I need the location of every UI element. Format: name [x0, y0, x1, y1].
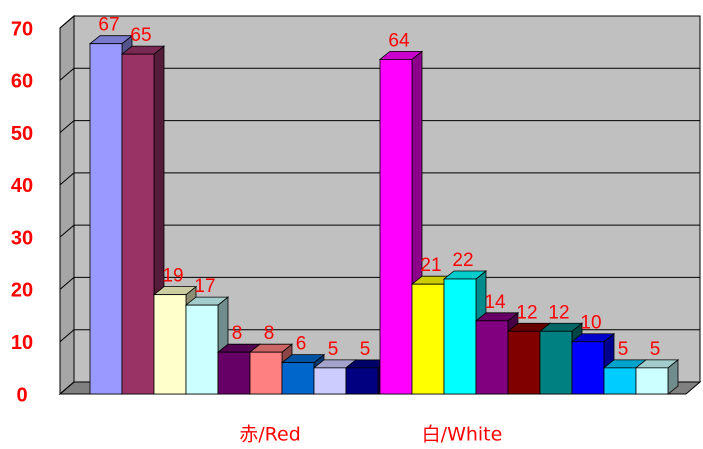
y-tick-label: 0 [16, 384, 27, 406]
bar [507, 330, 541, 395]
bar [635, 367, 669, 395]
bar [379, 58, 413, 395]
y-tick-label: 50 [11, 123, 33, 145]
grid-line [59, 172, 700, 186]
grid-line [59, 224, 700, 238]
value-label: 12 [516, 302, 537, 323]
grid-line [59, 15, 700, 29]
bar [153, 294, 187, 395]
value-label: 5 [328, 339, 339, 360]
y-tick-label: 30 [11, 227, 33, 249]
bar [345, 367, 379, 395]
value-label: 12 [548, 302, 569, 323]
value-label: 14 [484, 292, 506, 313]
bar [249, 351, 283, 395]
bar [411, 283, 445, 395]
bar [475, 320, 509, 395]
value-label: 21 [420, 255, 441, 276]
bar [539, 330, 573, 395]
y-tick-label: 70 [11, 18, 33, 40]
value-label: 22 [452, 250, 473, 271]
value-label: 65 [130, 25, 151, 46]
value-label: 5 [650, 339, 661, 360]
bar [217, 351, 251, 395]
grid-line [59, 67, 700, 81]
side-wall [59, 14, 75, 396]
bar [89, 43, 123, 395]
value-label: 8 [264, 323, 275, 344]
grid-line [59, 276, 700, 290]
value-label: 8 [232, 323, 243, 344]
value-label: 5 [618, 339, 629, 360]
bar [313, 367, 347, 395]
bar [603, 367, 637, 395]
y-tick-label: 10 [11, 332, 33, 354]
value-label: 5 [360, 339, 371, 360]
category-label: 赤/Red [239, 424, 301, 446]
value-label: 17 [194, 276, 215, 297]
bar [571, 341, 605, 395]
bar [281, 362, 315, 395]
y-tick-label: 40 [11, 175, 33, 197]
bar [121, 53, 155, 395]
value-label: 67 [98, 15, 119, 36]
value-label: 19 [162, 266, 183, 287]
y-tick-label: 20 [11, 280, 33, 302]
y-tick-label: 60 [11, 71, 33, 93]
value-label: 64 [388, 30, 410, 51]
category-label: 白/White [422, 424, 503, 446]
value-label: 10 [580, 313, 601, 334]
bar [443, 278, 477, 395]
grid-line [59, 120, 700, 133]
bar [185, 304, 219, 395]
value-label: 6 [296, 334, 307, 355]
